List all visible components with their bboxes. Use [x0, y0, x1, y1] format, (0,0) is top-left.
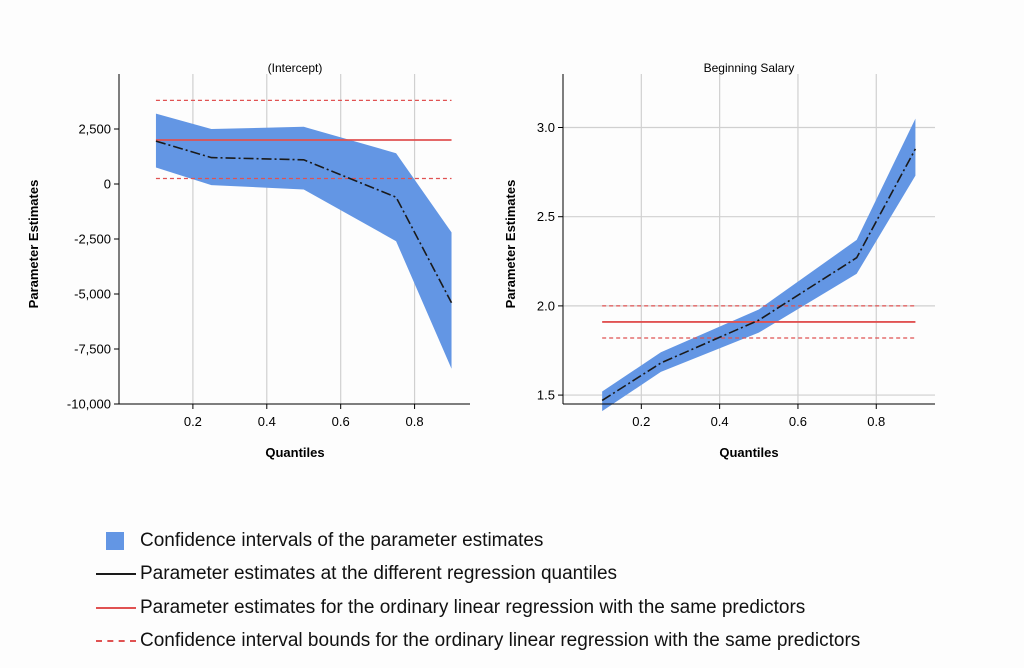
salary-confidence-band: [602, 118, 916, 412]
intercept-x-tick-label-3: 0.8: [406, 414, 424, 429]
intercept-x-axis-title: Quantiles: [265, 445, 324, 460]
salary-x-tick-label-3: 0.8: [867, 414, 885, 429]
salary-y-axis-title: Parameter Estimates: [503, 180, 518, 309]
legend-item-ols-ci: Confidence interval bounds for the ordin…: [96, 625, 860, 659]
salary-x-axis-title: Quantiles: [719, 445, 778, 460]
legend-swatch-estimate-line: [96, 564, 140, 584]
intercept-y-tick-label-3: -5,000: [74, 287, 111, 302]
intercept-x-tick-label-0: 0.2: [184, 414, 202, 429]
intercept-y-tick-label-0: 2,500: [78, 122, 111, 137]
intercept-x-tick-label-1: 0.4: [258, 414, 276, 429]
salary-x-tick-label-0: 0.2: [632, 414, 650, 429]
intercept-y-tick-label-1: 0: [104, 177, 111, 192]
intercept-x-tick-label-2: 0.6: [332, 414, 350, 429]
salary-y-tick-label-3: 3.0: [537, 120, 555, 135]
legend-label: Parameter estimates for the ordinary lin…: [140, 596, 806, 618]
legend-swatch-band: [96, 531, 140, 551]
salary-y-tick-label-0: 1.5: [537, 388, 555, 403]
salary-estimate-line: [601, 148, 917, 402]
intercept-panel-title: (Intercept): [268, 61, 323, 75]
legend-item-ols: Parameter estimates for the ordinary lin…: [96, 591, 860, 625]
intercept-confidence-band: [155, 113, 452, 369]
legend-swatch-ols-ci-dashed: [96, 631, 140, 651]
intercept-y-tick-label-4: -7,500: [74, 342, 111, 357]
intercept-y-tick-label-5: -10,000: [67, 397, 111, 412]
salary-x-tick-label-2: 0.6: [789, 414, 807, 429]
chart-canvas: 2,500 0 -2,500 -5,000 -7,500 -10,000 0.2 0.4 0.6…: [26, 61, 935, 460]
intercept-y-tick-label-2: -2,500: [74, 232, 111, 247]
salary-y-tick-label-2: 2.5: [537, 209, 555, 224]
salary-x-tick-label-1: 0.4: [711, 414, 729, 429]
salary-y-tick-label-1: 2.0: [537, 298, 555, 313]
legend-item-ci-band: Confidence intervals of the parameter es…: [96, 524, 860, 558]
legend: Confidence intervals of the parameter es…: [96, 524, 860, 658]
salary-panel-title: Beginning Salary: [704, 61, 795, 75]
legend-label: Parameter estimates at the different reg…: [140, 563, 618, 585]
intercept-estimate-line: [155, 140, 453, 304]
legend-label: Confidence intervals of the parameter es…: [140, 529, 544, 551]
legend-label: Confidence interval bounds for the ordin…: [140, 630, 861, 652]
legend-item-estimate: Parameter estimates at the different reg…: [96, 558, 860, 592]
legend-swatch-ols-line: [96, 598, 140, 618]
intercept-y-axis-title: Parameter Estimates: [26, 180, 41, 309]
